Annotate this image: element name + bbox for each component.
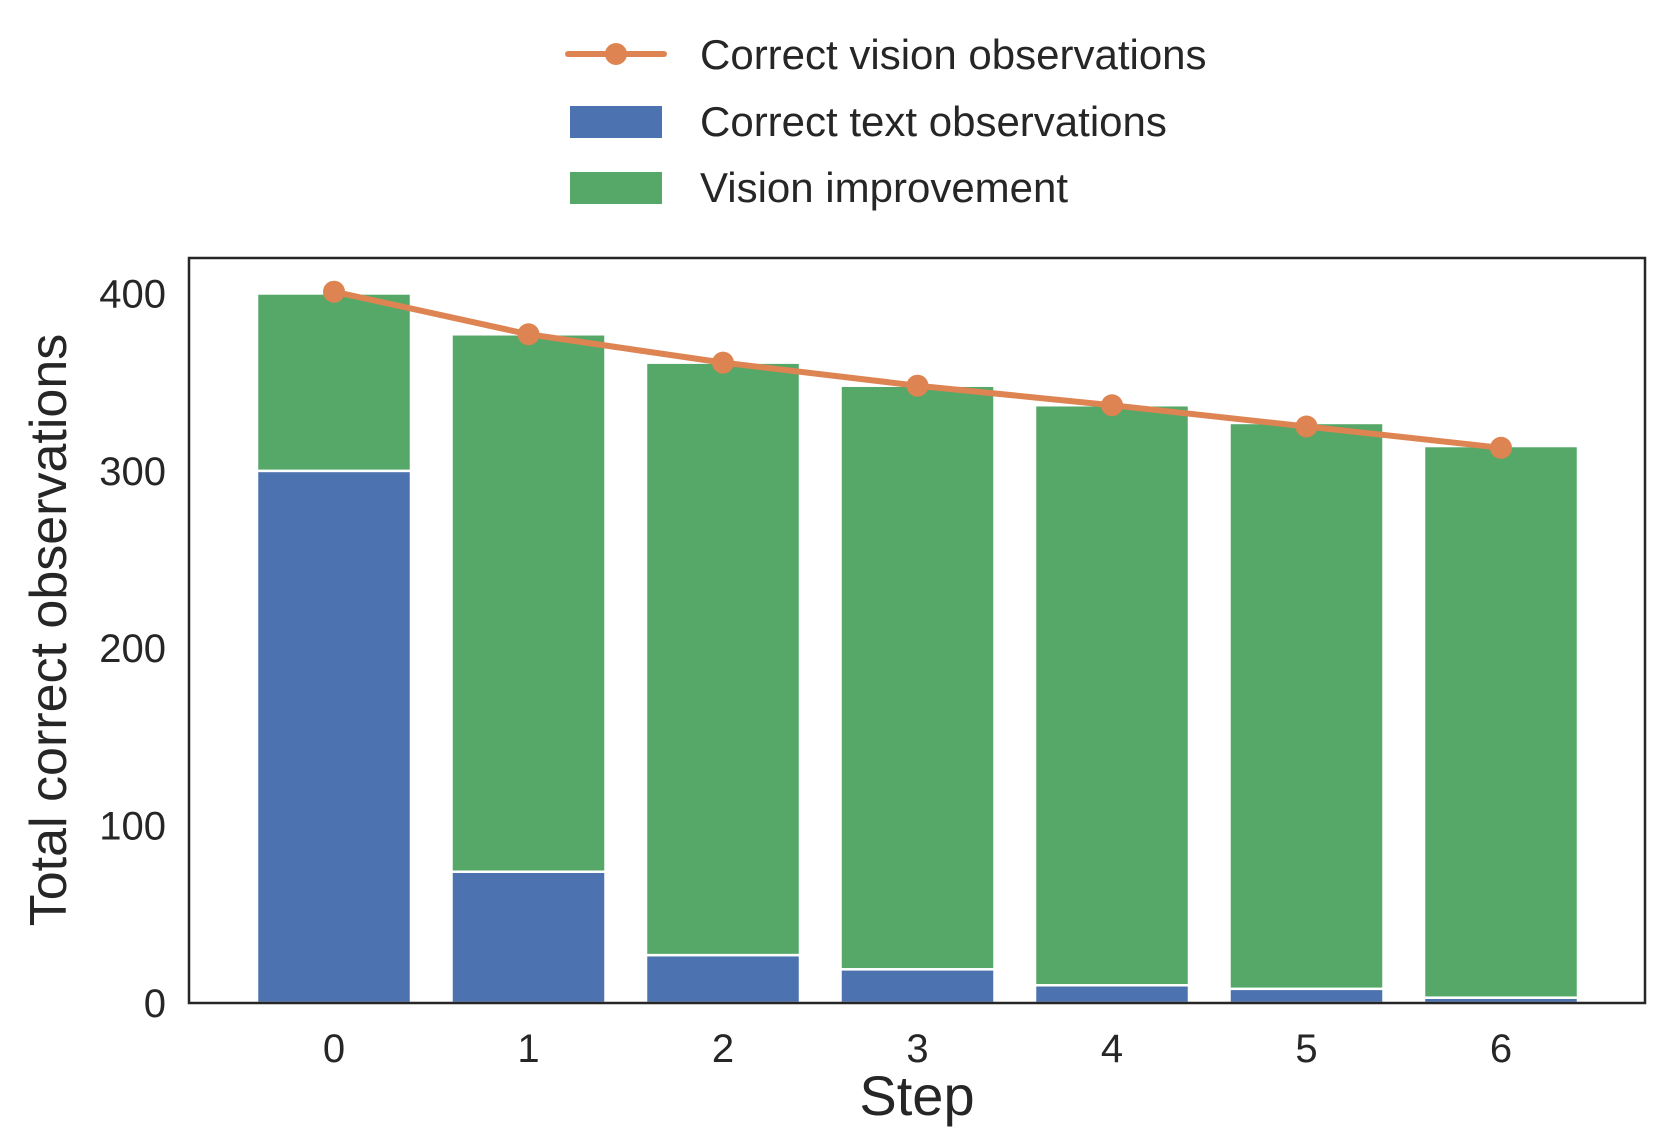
bar-text-step-5	[1228, 987, 1385, 1005]
x-tick-label: 3	[906, 1027, 928, 1071]
legend-label-text: Correct text observations	[700, 98, 1167, 145]
y-tick-label: 400	[99, 272, 166, 316]
legend-label-vision: Correct vision observations	[700, 31, 1207, 78]
x-tick-label: 4	[1101, 1027, 1123, 1071]
vision-line-series	[323, 280, 1512, 459]
y-tick-label: 100	[99, 805, 166, 849]
y-tick-label: 0	[144, 982, 166, 1026]
x-tick-label: 1	[517, 1027, 539, 1071]
bar-text-step-1	[450, 870, 607, 1005]
vision-point-step-3	[906, 374, 929, 397]
ticks: 0 1 2 3 4 5 6 0 100 200 300 400	[99, 272, 1512, 1071]
bar-improvement-step-1	[450, 333, 607, 873]
legend-item-text-bar: Correct text observations	[570, 98, 1167, 145]
x-tick-label: 6	[1490, 1027, 1512, 1071]
legend-marker-swatch	[605, 43, 627, 65]
x-tick-label: 5	[1295, 1027, 1317, 1071]
vision-point-step-1	[517, 323, 540, 346]
bar-improvement-step-3	[839, 384, 996, 971]
bars	[255, 292, 1580, 1005]
bar-improvement-step-2	[644, 361, 802, 957]
legend-swatch-improvement	[570, 172, 662, 204]
legend-label-improvement: Vision improvement	[700, 164, 1068, 211]
bar-text-step-2	[644, 953, 802, 1005]
vision-point-step-0	[323, 280, 345, 303]
bar-improvement-step-0	[255, 292, 413, 473]
legend-swatch-text	[570, 106, 662, 138]
legend-item-improvement-bar: Vision improvement	[570, 164, 1068, 211]
legend-item-vision-line: Correct vision observations	[565, 31, 1207, 78]
bar-text-step-3	[839, 968, 996, 1005]
plot-frame	[187, 256, 1647, 1005]
vision-point-step-6	[1490, 436, 1512, 459]
vision-point-step-2	[712, 351, 734, 374]
x-tick-label: 2	[712, 1027, 734, 1071]
x-tick-label: 0	[323, 1027, 345, 1071]
y-tick-label: 300	[99, 450, 166, 494]
bar-improvement-step-5	[1228, 421, 1385, 991]
vision-point-step-4	[1101, 394, 1123, 417]
x-axis-title: Step	[859, 1064, 974, 1127]
bar-text-step-4	[1033, 984, 1191, 1005]
y-axis-title: Total correct observations	[20, 334, 78, 927]
bar-improvement-step-6	[1422, 444, 1580, 999]
bar-improvement-step-4	[1033, 403, 1191, 987]
legend: Correct vision observations Correct text…	[565, 31, 1207, 211]
y-tick-label: 200	[99, 627, 166, 671]
vision-point-step-5	[1295, 415, 1318, 438]
bar-text-step-0	[255, 469, 413, 1005]
